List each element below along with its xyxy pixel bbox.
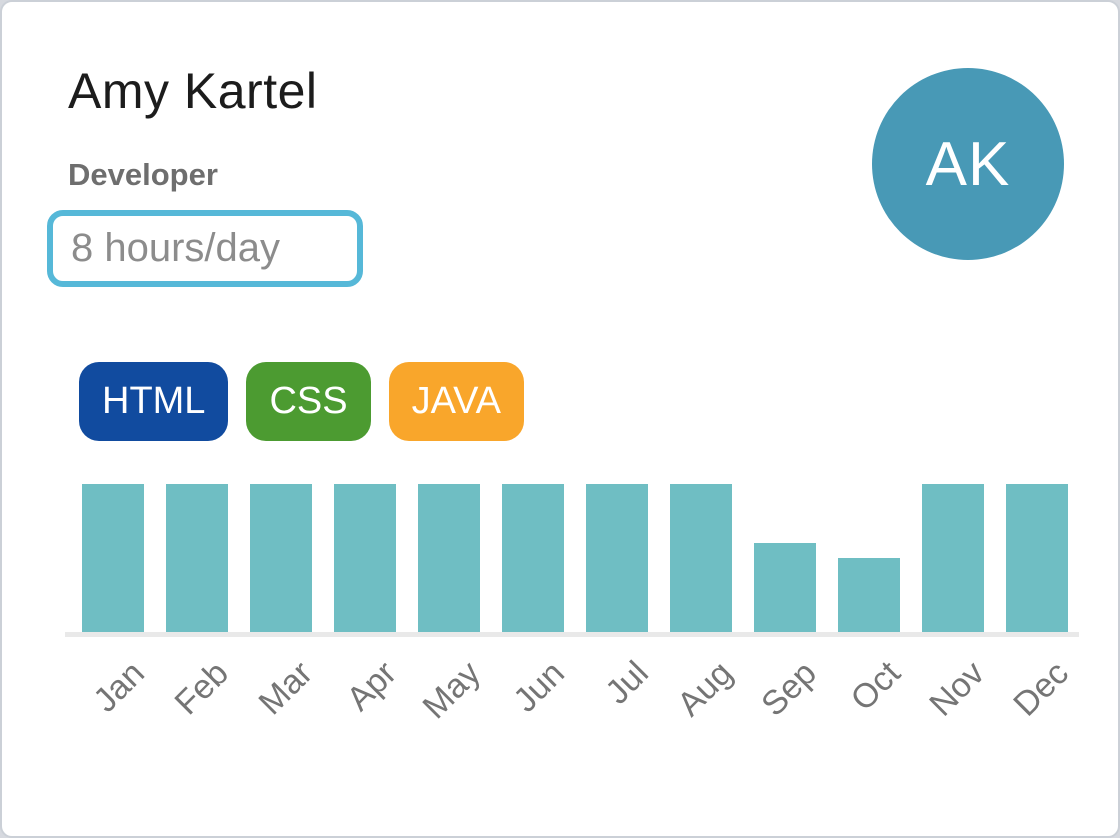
bar-nov <box>922 484 984 632</box>
skill-badges: HTML CSS JAVA <box>79 362 524 441</box>
x-tick-label-mar: Mar <box>251 654 320 723</box>
bar-feb <box>166 484 228 632</box>
x-tick-label-oct: Oct <box>843 654 908 719</box>
x-tick-label-nov: Nov <box>922 654 992 724</box>
x-tick-label-dec: Dec <box>1006 654 1076 724</box>
x-tick-label-sep: Sep <box>754 654 824 724</box>
bar-mar <box>250 484 312 632</box>
resource-name: Amy Kartel <box>68 63 318 119</box>
resource-role: Developer <box>68 157 218 192</box>
chart-baseline <box>65 632 1079 637</box>
chart-plot-area <box>65 484 1079 632</box>
bar-jan <box>82 484 144 632</box>
bar-may <box>418 484 480 632</box>
bar-jul <box>586 484 648 632</box>
x-tick-label-apr: Apr <box>339 654 404 719</box>
skill-badge-css[interactable]: CSS <box>246 362 371 441</box>
chart-x-axis-labels: Jan Feb Mar Apr May Jun Jul Aug Sep Oct Nov Dec <box>65 642 1079 772</box>
bar-jun <box>502 484 564 632</box>
bar-dec <box>1006 484 1068 632</box>
skill-badge-html[interactable]: HTML <box>79 362 229 441</box>
bar-oct <box>838 558 900 632</box>
availability-field[interactable]: 8 hours/day <box>47 210 363 287</box>
bar-sep <box>754 543 816 632</box>
avatar[interactable]: AK <box>872 68 1064 260</box>
avatar-initials: AK <box>925 129 1011 199</box>
availability-bar-chart: Jan Feb Mar Apr May Jun Jul Aug Sep Oct Nov Dec <box>65 484 1079 784</box>
skill-badge-java[interactable]: JAVA <box>388 362 524 441</box>
bar-apr <box>334 484 396 632</box>
bar-aug <box>670 484 732 632</box>
x-tick-label-may: May <box>415 654 488 727</box>
x-tick-label-jul: Jul <box>598 654 656 712</box>
x-tick-label-aug: Aug <box>670 654 740 724</box>
x-tick-label-feb: Feb <box>167 654 236 723</box>
x-tick-label-jun: Jun <box>506 654 572 720</box>
availability-value: 8 hours/day <box>71 226 281 270</box>
x-tick-label-jan: Jan <box>86 654 152 720</box>
